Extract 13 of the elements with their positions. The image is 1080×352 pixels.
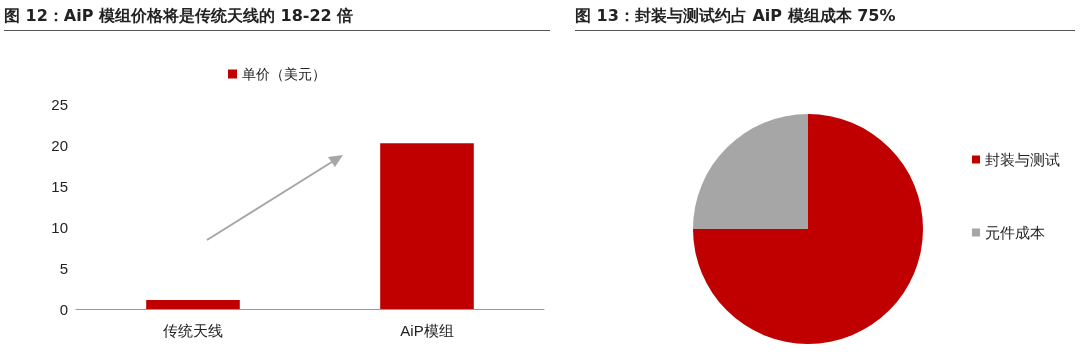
x-tick-label: 传统天线 (163, 322, 223, 339)
y-tick-label: 0 (59, 300, 68, 318)
chart-title: 图 12：AiP 模组价格将是传统天线的 18-22 倍 (4, 2, 550, 31)
y-tick-label: 5 (59, 259, 68, 277)
y-tick-label: 15 (51, 177, 68, 195)
legend-label: 单价（美元） (242, 66, 326, 82)
y-tick-label: 10 (51, 218, 68, 236)
x-tick-label: AiP模组 (400, 322, 454, 339)
y-tick-label: 20 (51, 136, 68, 154)
chart-title: 图 13：封装与测试约占 AiP 模组成本 75% (575, 2, 1075, 31)
legend-label: 元件成本 (985, 224, 1045, 241)
y-tick-label: 25 (51, 95, 68, 113)
legend-label: 封装与测试 (985, 151, 1060, 168)
